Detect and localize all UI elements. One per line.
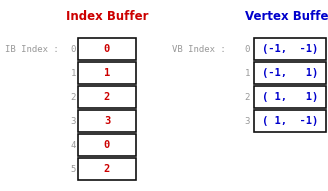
Text: 3: 3: [245, 117, 250, 125]
FancyBboxPatch shape: [254, 38, 326, 60]
Text: 0: 0: [71, 45, 76, 53]
Text: Vertex Buffer: Vertex Buffer: [245, 10, 328, 23]
FancyBboxPatch shape: [254, 110, 326, 132]
Text: ( 1,  -1): ( 1, -1): [262, 116, 318, 126]
Text: ( 1,   1): ( 1, 1): [262, 92, 318, 102]
FancyBboxPatch shape: [78, 158, 136, 180]
Text: 0: 0: [104, 44, 110, 54]
FancyBboxPatch shape: [254, 86, 326, 108]
Text: VB Index :: VB Index :: [172, 45, 226, 53]
Text: 3: 3: [104, 116, 110, 126]
Text: IB Index :: IB Index :: [5, 45, 59, 53]
Text: 0: 0: [104, 140, 110, 150]
Text: 2: 2: [71, 92, 76, 101]
FancyBboxPatch shape: [78, 86, 136, 108]
Text: 1: 1: [71, 69, 76, 78]
FancyBboxPatch shape: [78, 110, 136, 132]
Text: (-1,   1): (-1, 1): [262, 68, 318, 78]
Text: 2: 2: [245, 92, 250, 101]
FancyBboxPatch shape: [78, 38, 136, 60]
Text: 3: 3: [71, 117, 76, 125]
Text: 2: 2: [104, 164, 110, 174]
Text: 1: 1: [245, 69, 250, 78]
Text: 4: 4: [71, 141, 76, 150]
FancyBboxPatch shape: [78, 62, 136, 84]
Text: 2: 2: [104, 92, 110, 102]
Text: 0: 0: [245, 45, 250, 53]
Text: 1: 1: [104, 68, 110, 78]
FancyBboxPatch shape: [78, 134, 136, 156]
Text: 5: 5: [71, 164, 76, 173]
FancyBboxPatch shape: [254, 62, 326, 84]
Text: Index Buffer: Index Buffer: [66, 10, 148, 23]
Text: (-1,  -1): (-1, -1): [262, 44, 318, 54]
